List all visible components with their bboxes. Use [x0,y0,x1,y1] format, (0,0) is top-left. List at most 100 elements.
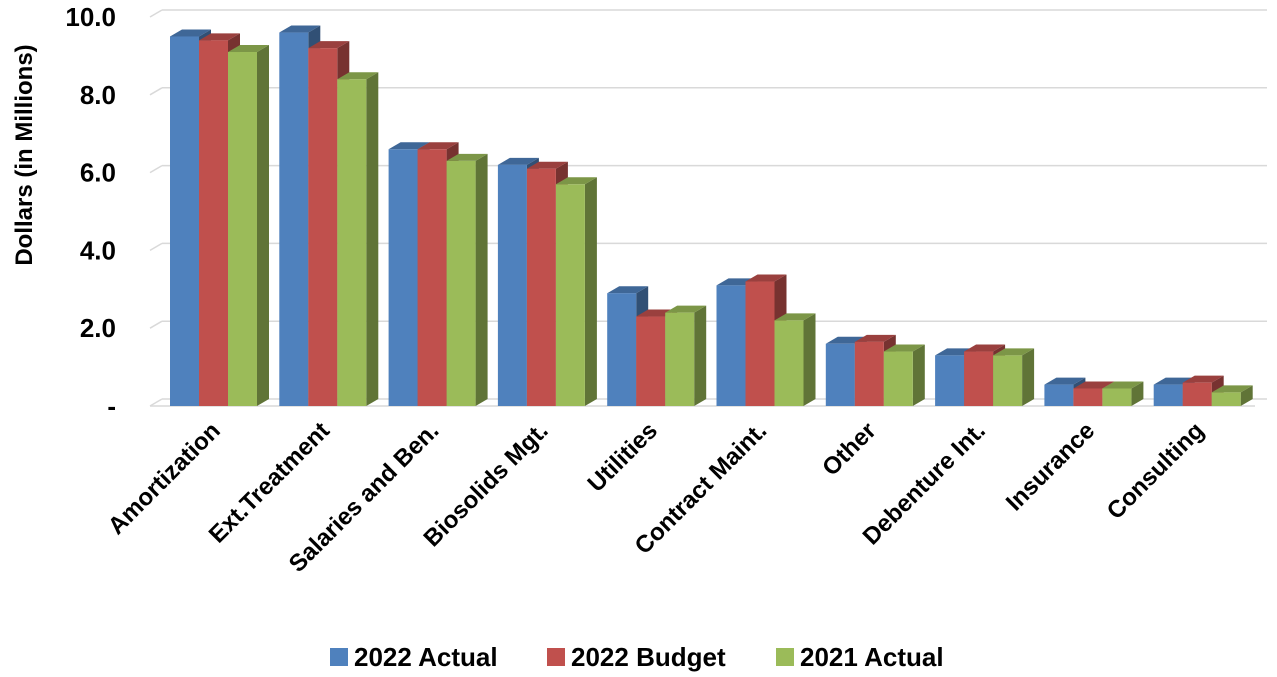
bar-front [774,320,804,406]
bar-top [883,344,925,352]
bar-side [1022,348,1035,406]
bar-front [993,355,1023,406]
bar-front [497,164,527,406]
y-tick-labels: - 2.0 4.0 6.0 8.0 10.0 [65,2,116,421]
gridline-side [149,9,163,18]
bar-top [1102,381,1144,389]
bar-front [745,281,775,406]
bar [774,313,816,406]
bar-front [199,40,228,407]
bar-top [774,313,816,321]
bar-side [584,177,597,406]
bar-top [446,153,488,161]
bar-top [279,25,321,33]
legend-label: 2021 Actual [800,642,944,672]
bar-front [279,32,309,407]
legend-item: 2022 Actual [330,642,498,672]
bar-top [526,161,568,169]
bar-top [854,334,896,342]
y-axis-label: Dollars (in Millions) [11,44,38,265]
bar-front [228,52,257,406]
bar-front [417,149,447,406]
bar-side [257,45,269,406]
bar-top [337,72,379,80]
bar-top [964,344,1006,352]
bar-front [308,48,338,407]
bar-front [1182,382,1212,406]
bar-side [694,305,707,406]
x-tick-label: Other [817,417,881,481]
bar-front [964,351,994,406]
bar-top [665,305,707,313]
bar-side [803,313,816,406]
y-tick-label: 4.0 [80,235,116,265]
bar [1102,381,1144,406]
bar-top [607,286,649,294]
bar-front [555,184,585,406]
bar-top [497,157,539,165]
bar-front [636,316,666,406]
y-tick-label: 6.0 [80,158,116,188]
y-tick-label: - [107,391,116,421]
gridline-side [149,320,163,329]
legend-item: 2022 Budget [547,642,726,672]
x-tick-label: Utilities [583,417,663,497]
bar-front [716,285,746,406]
bar-front [607,293,637,406]
legend: 2022 Actual 2022 Budget 2021 Actual [330,642,944,672]
gridline-side [149,87,163,96]
bar-top [993,348,1035,356]
bar-top [388,142,430,150]
bar-top [228,45,269,53]
gridline-side [149,242,163,252]
bar-side [912,344,925,406]
legend-swatch [330,648,348,666]
x-tick-label: Insurance [1001,417,1100,516]
bar-side [1240,385,1253,406]
legend-swatch [547,648,565,666]
bar-side [475,153,488,406]
bar-top [170,29,211,37]
bar-top [1073,381,1115,389]
bar-top [1182,375,1224,383]
bar [993,348,1035,406]
bar-front [170,36,199,406]
y-tick-label: 10.0 [65,2,116,32]
bar [337,72,379,407]
bar [228,45,269,406]
bars [170,25,1253,407]
legend-label: 2022 Budget [571,642,726,672]
bar [665,305,707,406]
legend-swatch [776,648,794,666]
bar-top [199,33,240,41]
gridline-side [149,164,163,174]
x-tick-label: Amortization [103,417,226,540]
legend-item: 2021 Actual [776,642,944,672]
bar-front [883,351,913,406]
bar-top [555,177,597,185]
bar-front [1044,384,1074,406]
bar-front [935,355,965,406]
gridline-side [149,398,163,407]
bar-front [337,79,367,407]
legend-label: 2022 Actual [354,642,498,672]
bar-front [1211,392,1241,406]
y-tick-label: 8.0 [80,80,116,110]
y-tick-label: 2.0 [80,313,116,343]
bar-front [388,149,418,406]
bar [446,153,488,406]
bar-front [1153,384,1183,406]
bar-front [825,343,855,406]
bar-top [1044,377,1086,385]
bar [1211,385,1253,406]
bar-front [1073,388,1103,406]
bar-front [854,341,884,406]
x-tick-label: Consulting [1102,417,1210,525]
bar [883,344,925,406]
bar-top [417,142,459,150]
bar-side [366,72,379,407]
bar-front [665,312,695,406]
bar-top [308,41,350,49]
